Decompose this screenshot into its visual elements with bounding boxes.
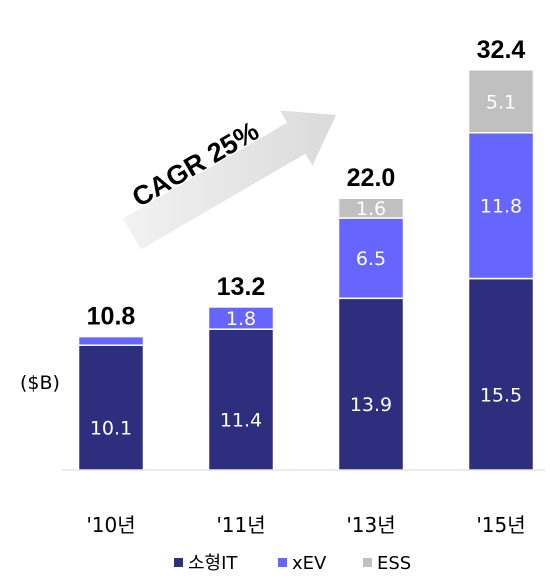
x-tick-label: '15년 (476, 513, 525, 537)
segment-value-label: 11.4 (220, 410, 262, 432)
legend-swatch (363, 558, 372, 567)
arrow-shape (122, 110, 337, 250)
segment-value-label: 1.6 (356, 198, 386, 220)
x-tick-label: '11년 (216, 513, 265, 537)
x-tick-label: '10년 (86, 513, 135, 537)
segment-value-label: 15.5 (480, 384, 522, 406)
total-value-label: 13.2 (217, 273, 266, 301)
x-axis-ticks: '10년 '11년 '13년 '15년 (86, 513, 525, 537)
legend-swatch (278, 558, 287, 567)
legend: 소형IT xEV ESS (174, 553, 411, 574)
segment-value-label: 6.5 (356, 248, 386, 270)
bar-segment (337, 197, 405, 219)
total-value-label: 10.8 (87, 303, 136, 331)
segment-value-label: 10.1 (90, 418, 132, 440)
legend-label: 소형IT (188, 553, 238, 574)
segment-value-label: 11.8 (480, 196, 522, 218)
cagr-arrow (122, 110, 337, 250)
legend-label: ESS (377, 553, 411, 574)
segment-value-label: 13.9 (350, 394, 392, 416)
bar-segment (337, 217, 405, 300)
bar-segment (467, 69, 535, 134)
total-value-label: 32.4 (477, 36, 526, 64)
bar-segment (467, 277, 535, 471)
bar-segment (207, 328, 275, 471)
total-value-label: 22.0 (347, 164, 396, 192)
legend-swatch (174, 558, 183, 567)
bar-segment (467, 132, 535, 280)
bar-segment (337, 297, 405, 471)
bars-group: 10.1 10.8 11.4 1.8 13.2 13.9 6.5 1.6 22.0 15.5 11.… (77, 36, 535, 471)
bar-segment (77, 344, 145, 471)
legend-label: xEV (292, 553, 327, 574)
bar-segment (77, 335, 145, 346)
unit-label: ($B) (20, 372, 60, 394)
bar-segment (207, 306, 275, 330)
segment-value-label: 1.8 (226, 308, 256, 330)
x-tick-label: '13년 (346, 513, 395, 537)
segment-value-label: 5.1 (486, 91, 516, 113)
